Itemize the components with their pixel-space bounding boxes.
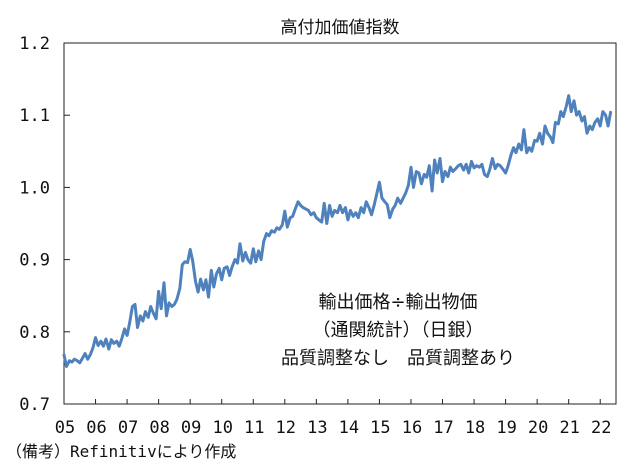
y-tick-label: 0.7 xyxy=(19,395,50,415)
x-tick-label: 18 xyxy=(465,418,485,438)
annotation-line: 品質調整なし 品質調整あり xyxy=(281,348,515,369)
annotation: 輸出価格÷輸出物価 （通関統計）（日銀） 品質調整なし 品質調整あり xyxy=(281,292,515,369)
x-tick-label: 17 xyxy=(433,418,453,438)
plot-border xyxy=(63,42,617,405)
x-tick-label: 12 xyxy=(276,418,296,438)
x-tick-label: 22 xyxy=(591,418,611,438)
series-layer xyxy=(62,94,613,368)
chart: 高付加価値指数 0.7 0.8 0.9 1.0 1.1 1.2 05 06 07 08 09 10 1… xyxy=(19,18,617,438)
y-tick-label: 1.1 xyxy=(19,106,50,126)
x-tick-label: 20 xyxy=(528,418,548,438)
y-tick-label: 1.0 xyxy=(19,178,50,198)
y-axis-ticks: 0.7 0.8 0.9 1.0 1.1 1.2 xyxy=(19,34,70,415)
x-tick-label: 06 xyxy=(86,418,106,438)
x-tick-label: 14 xyxy=(339,418,359,438)
y-tick-label: 1.2 xyxy=(19,34,50,54)
chart-title: 高付加価値指数 xyxy=(281,18,400,38)
source-footnote: （備考）Refinitivにより作成 xyxy=(6,442,237,461)
y-tick-label: 0.8 xyxy=(19,323,50,343)
annotation-line: 輸出価格÷輸出物価 xyxy=(318,292,477,313)
y-tick-label: 0.9 xyxy=(19,251,50,271)
x-tick-label: 07 xyxy=(118,418,138,438)
x-tick-label: 15 xyxy=(370,418,390,438)
x-tick-label: 19 xyxy=(496,418,516,438)
x-tick-label: 11 xyxy=(244,418,264,438)
x-tick-label: 21 xyxy=(559,418,579,438)
annotation-line: （通関統計）（日銀） xyxy=(313,320,484,341)
plot-frame xyxy=(63,42,617,405)
x-tick-label: 16 xyxy=(402,418,422,438)
x-axis-ticks: 05 06 07 08 09 10 11 12 13 14 15 16 17 18 19 20 21 22 xyxy=(55,399,611,438)
x-tick-label: 05 xyxy=(55,418,75,438)
series-line xyxy=(62,94,613,368)
x-tick-label: 08 xyxy=(149,418,169,438)
x-tick-label: 10 xyxy=(212,418,232,438)
x-tick-label: 09 xyxy=(181,418,201,438)
x-tick-label: 13 xyxy=(307,418,327,438)
